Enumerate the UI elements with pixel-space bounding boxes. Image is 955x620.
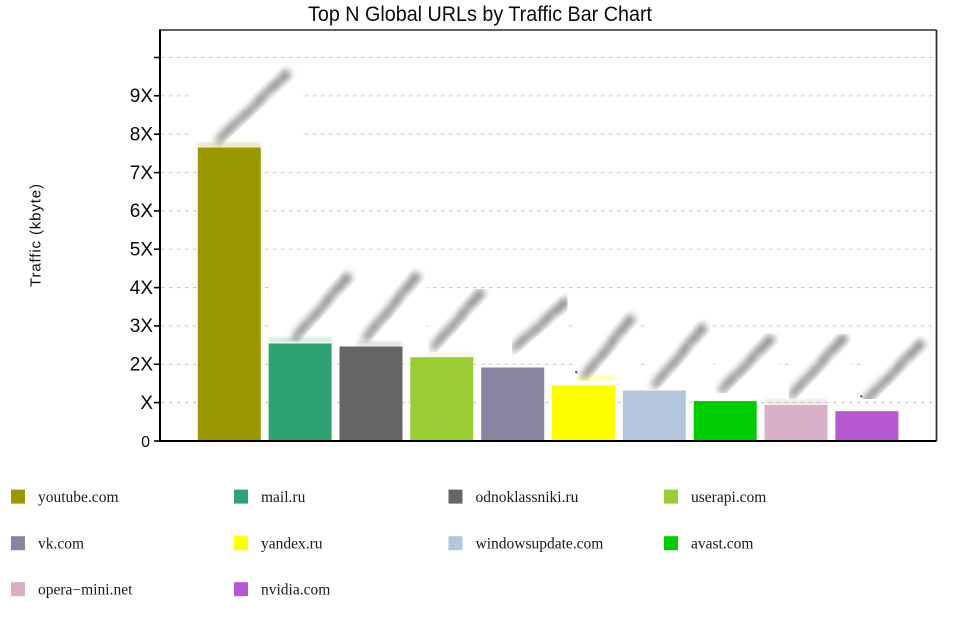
svg-text:3X: 3X	[130, 316, 154, 337]
svg-text:X: X	[140, 393, 153, 414]
svg-text:8X: 8X	[130, 124, 154, 145]
svg-text:7X: 7X	[130, 163, 154, 184]
svg-text:userapi.com: userapi.com	[691, 489, 766, 506]
svg-text:Top N Global URLs by Traffic B: Top N Global URLs by Traffic Bar Chart	[308, 3, 652, 26]
svg-text:6X: 6X	[130, 201, 154, 222]
svg-text:vk.com: vk.com	[38, 535, 84, 552]
svg-text:odnoklassniki.ru: odnoklassniki.ru	[476, 489, 579, 506]
svg-text:2X: 2X	[130, 355, 154, 376]
svg-text:youtube.com: youtube.com	[38, 489, 119, 506]
svg-text:windowsupdate.com: windowsupdate.com	[476, 535, 604, 552]
svg-text:mail.ru: mail.ru	[261, 489, 306, 506]
svg-text:nvidia.com: nvidia.com	[261, 581, 330, 598]
svg-text:4X: 4X	[130, 278, 154, 299]
svg-text:9X: 9X	[130, 86, 154, 107]
svg-text:5X: 5X	[130, 239, 154, 260]
svg-text:Traffic (kbyte): Traffic (kbyte)	[28, 184, 45, 287]
svg-text:yandex.ru: yandex.ru	[261, 535, 323, 552]
svg-text:opera−mini.net: opera−mini.net	[38, 581, 133, 598]
svg-text:avast.com: avast.com	[691, 535, 753, 552]
svg-text:0: 0	[141, 434, 150, 451]
